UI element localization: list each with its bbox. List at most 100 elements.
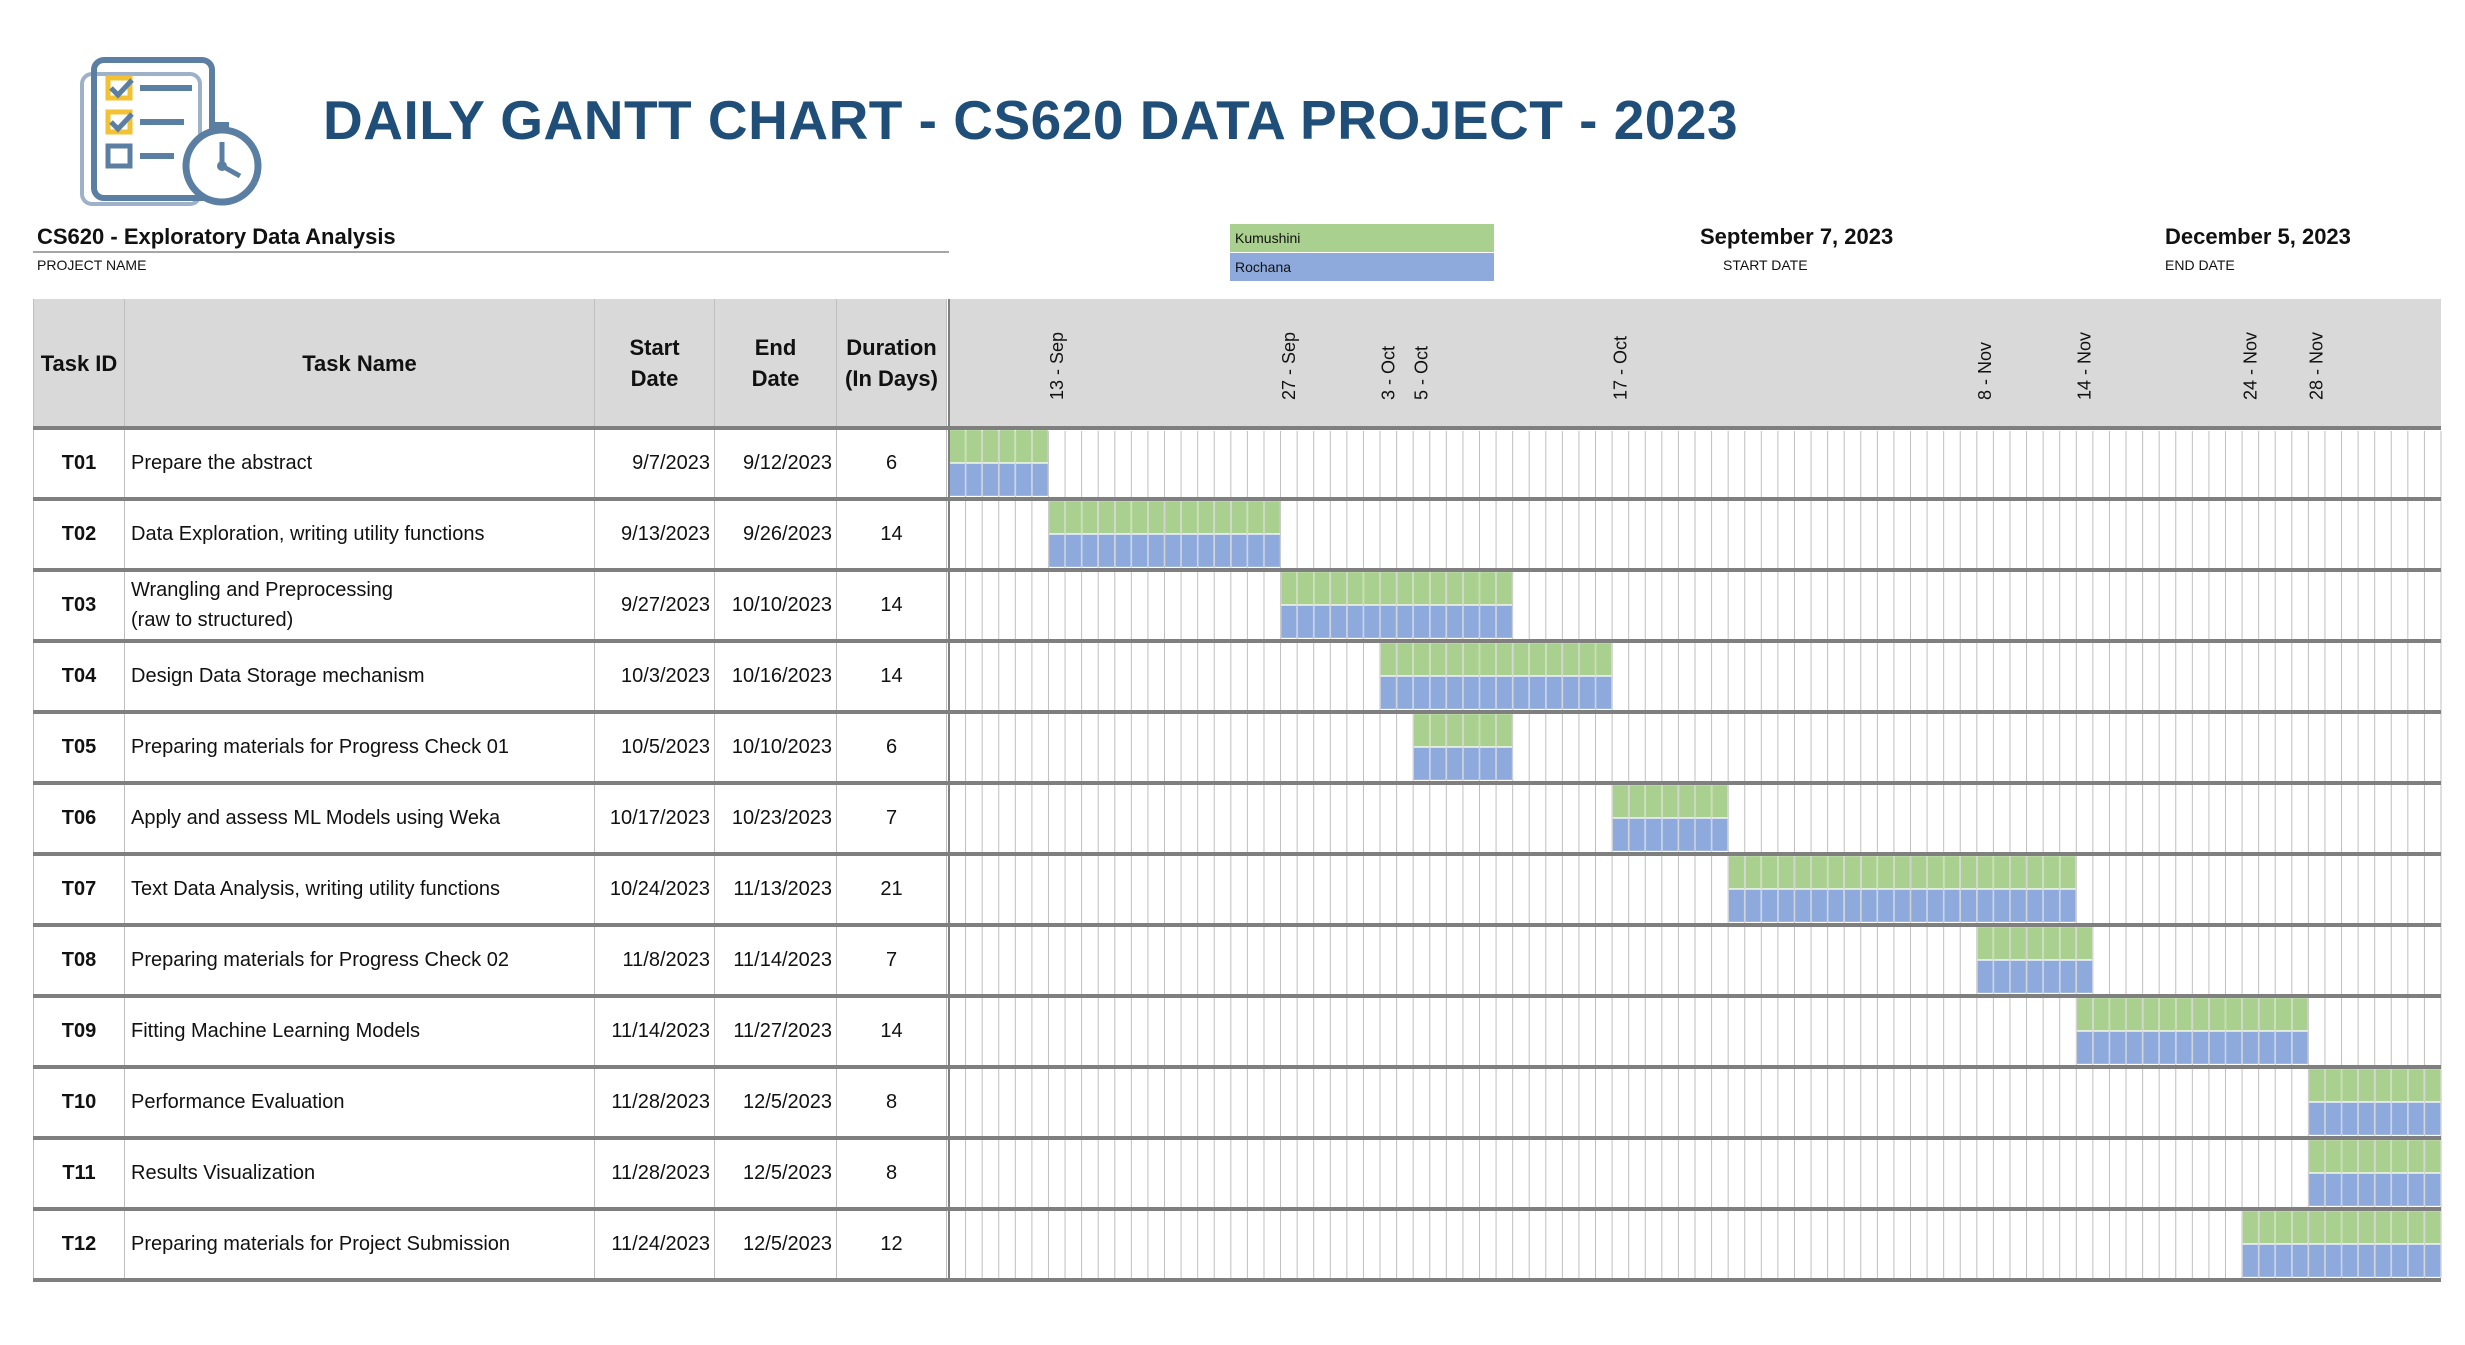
gantt-bar-kumushini [1844,855,1861,889]
task-name-cell: Performance Evaluation [125,1068,595,1136]
task-name-cell: Fitting Machine Learning Models [125,997,595,1065]
gantt-bar-rochana [1330,605,1347,639]
gantt-bar-rochana [2341,1102,2358,1136]
gantt-bar-kumushini [1529,642,1546,676]
gantt-bar-rochana [949,463,966,497]
duration-cell: 6 [837,713,947,781]
project-name-caption: PROJECT NAME [37,257,147,273]
gantt-bar-rochana [2242,1244,2259,1278]
gantt-bar-rochana [2391,1102,2408,1136]
gantt-bar-rochana [1744,889,1762,923]
gantt-bar-rochana [2374,1244,2392,1278]
start-date-cell: 10/24/2023 [595,855,715,923]
gantt-bar-kumushini [1794,855,1811,889]
end-date-cell: 11/27/2023 [715,997,837,1065]
checklist-stopwatch-icon [80,57,262,206]
gantt-bar-rochana [2059,960,2077,994]
table-row: T01 Prepare the abstract 9/7/2023 9/12/2023… [33,429,947,497]
row-divider [33,923,2441,927]
gantt-bar-kumushini [2010,855,2027,889]
start-date-cell: 9/27/2023 [595,571,715,639]
gantt-bar-rochana [1214,534,1231,568]
gantt-bar-rochana [982,463,999,497]
gantt-bar-rochana [2043,889,2060,923]
gantt-bar-kumushini [1496,571,1513,605]
gantt-bar-rochana [1463,747,1480,781]
task-name-cell: Preparing materials for Progress Check 0… [125,713,595,781]
gantt-bar-kumushini [1943,855,1961,889]
end-date-cell: 10/23/2023 [715,784,837,852]
gantt-bar-kumushini [2258,997,2276,1031]
legend-item-kumushini: Kumushini [1230,224,1494,252]
gantt-bar-kumushini [1380,642,1397,676]
gantt-bar-rochana [2308,1244,2325,1278]
gantt-bar-kumushini [1711,784,1728,818]
header-end-date: End Date [715,299,837,427]
gantt-bar-kumushini [2242,997,2259,1031]
gantt-bar-rochana [2175,1031,2193,1065]
gantt-bar-kumushini [1960,855,1977,889]
start-date-cell: 9/7/2023 [595,429,715,497]
gantt-bar-kumushini [1396,642,1413,676]
start-date-cell: 11/28/2023 [595,1139,715,1207]
gantt-bar-rochana [1811,889,1828,923]
gantt-bar-kumushini [1894,855,1911,889]
gantt-bar-rochana [1429,676,1447,710]
gantt-bar-kumushini [1247,500,1264,534]
gantt-bar-rochana [1546,676,1563,710]
table-row: T07 Text Data Analysis, writing utility f… [33,855,947,923]
gantt-bar-rochana [1264,534,1281,568]
table-row: T10 Performance Evaluation 11/28/2023 12/5/… [33,1068,947,1136]
task-name-cell: Design Data Storage mechanism [125,642,595,710]
start-date-caption: START DATE [1723,257,1808,273]
timeline-header [949,299,2441,427]
header-start-date-line1: Start [629,335,680,360]
start-date-cell: 9/13/2023 [595,500,715,568]
gantt-bar-kumushini [2192,997,2209,1031]
gantt-bar-rochana [1463,676,1480,710]
duration-cell: 14 [837,642,947,710]
gantt-bar-rochana [2159,1031,2176,1065]
end-date-value: December 5, 2023 [2165,224,2351,249]
gantt-bar-rochana [1479,605,1496,639]
gantt-bar-kumushini [998,429,1016,463]
task-name-cell: Preparing materials for Progress Check 0… [125,926,595,994]
gantt-bar-kumushini [2076,997,2093,1031]
task-id-cell: T09 [33,997,125,1065]
gantt-bar-kumushini [1081,500,1098,534]
gantt-bar-kumushini [1347,571,1364,605]
gantt-bar-rochana [1313,605,1331,639]
gantt-bar-rochana [2391,1173,2408,1207]
gantt-bar-rochana [1114,534,1132,568]
gantt-bar-rochana [1794,889,1811,923]
gantt-bar-kumushini [982,429,999,463]
gantt-bar-rochana [2374,1173,2392,1207]
gantt-bar-rochana [1977,889,1994,923]
task-id-cell: T07 [33,855,125,923]
gantt-bar-kumushini [1612,784,1629,818]
row-divider [33,1207,2441,1211]
gantt-bar-rochana [1297,605,1314,639]
gantt-bar-kumushini [2341,1210,2358,1244]
gantt-bar-rochana [2341,1173,2358,1207]
gantt-bar-rochana [2109,1031,2126,1065]
end-date-cell: 9/12/2023 [715,429,837,497]
gantt-bar-kumushini [2325,1068,2342,1102]
gantt-bar-kumushini [1860,855,1878,889]
gantt-bar-rochana [2408,1102,2425,1136]
gantt-bar-rochana [1048,534,1065,568]
gantt-bar-rochana [1645,818,1662,852]
gantt-bar-kumushini [1645,784,1662,818]
gantt-bar-rochana [2358,1244,2375,1278]
task-name-cell: Prepare the abstract [125,429,595,497]
gantt-bar-kumushini [1396,571,1413,605]
duration-cell: 7 [837,926,947,994]
gantt-bar-rochana [1927,889,1944,923]
gantt-bar-rochana [1446,676,1463,710]
gantt-bar-rochana [2358,1102,2375,1136]
gantt-bar-rochana [2258,1244,2276,1278]
gantt-bar-kumushini [2408,1139,2425,1173]
gantt-bar-rochana [1396,676,1413,710]
gantt-bar-kumushini [2308,1139,2325,1173]
gantt-bar-rochana [2325,1173,2342,1207]
